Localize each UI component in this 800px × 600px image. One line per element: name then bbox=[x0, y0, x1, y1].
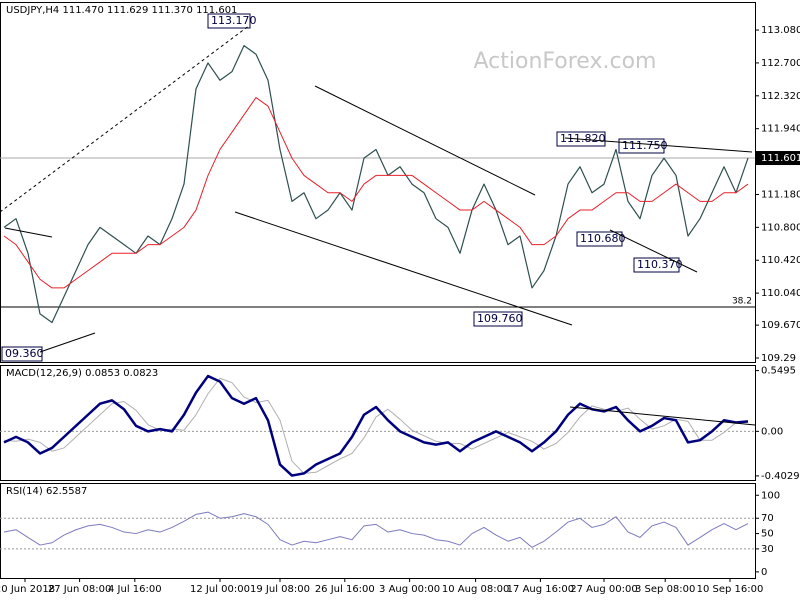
x-tick-label: 19 Jul 08:00 bbox=[250, 584, 310, 595]
x-tick-label: 20 Jun 2018 bbox=[0, 584, 55, 595]
y-tick-label: 112.320 bbox=[761, 91, 800, 102]
x-tick-label: 12 Jul 00:00 bbox=[190, 584, 250, 595]
annotation-box bbox=[1, 346, 43, 362]
annotation: 109.760 bbox=[477, 312, 523, 325]
trendline bbox=[564, 137, 753, 153]
trendlines bbox=[0, 24, 756, 426]
price-tag-label: 111.601 bbox=[761, 153, 800, 164]
fib-label: 38.2 bbox=[732, 296, 752, 306]
x-tick-label: 3 Aug 00:00 bbox=[379, 584, 440, 595]
y-tick-label: 0 bbox=[761, 567, 767, 578]
price-tag bbox=[755, 151, 800, 166]
y-tick-label: 70 bbox=[761, 513, 774, 524]
x-tick-label: 17 Aug 16:00 bbox=[507, 584, 574, 595]
y-tick-label: 109.670 bbox=[761, 320, 800, 331]
panel-title: RSI(14) 62.5587 bbox=[6, 486, 87, 497]
y-tick-label: 111.940 bbox=[761, 124, 800, 135]
annotation-box bbox=[473, 311, 523, 327]
panel bbox=[0, 483, 756, 579]
annotation: 09.360 bbox=[5, 347, 44, 360]
y-tick-label: 0.5495 bbox=[761, 366, 796, 377]
trendline bbox=[234, 211, 573, 326]
watermark: ActionForex.com bbox=[474, 49, 657, 74]
panel-title: USDJPY,H4 111.470 111.629 111.370 111.60… bbox=[6, 5, 237, 16]
annotation: 110.680 bbox=[580, 232, 626, 245]
y-tick-label: 100 bbox=[761, 490, 780, 501]
annotation-box bbox=[207, 13, 251, 29]
x-tick-label: 27 Aug 00:00 bbox=[570, 584, 637, 595]
x-tick-label: 10 Sep 16:00 bbox=[697, 584, 764, 595]
x-tick-label: 3 Sep 08:00 bbox=[635, 584, 695, 595]
panel-title: MACD(12,26,9) 0.0853 0.0823 bbox=[6, 368, 158, 379]
trendline bbox=[569, 406, 756, 426]
trendline bbox=[4, 227, 53, 238]
series-line bbox=[3, 97, 749, 289]
annotation: 113.170 bbox=[211, 14, 257, 27]
y-tick-label: 110.040 bbox=[761, 288, 800, 299]
y-tick-label: 111.180 bbox=[761, 189, 800, 200]
annotation-box bbox=[576, 231, 623, 247]
y-tick-label: 50 bbox=[761, 529, 774, 540]
annotation: 111.820 bbox=[560, 132, 606, 145]
y-tick-label: 30 bbox=[761, 544, 774, 555]
trendline bbox=[0, 24, 251, 213]
y-tick-label: 113.080 bbox=[761, 25, 800, 36]
y-tick-label: 110.800 bbox=[761, 222, 800, 233]
series-line bbox=[3, 45, 749, 324]
y-tick-label: 0.00 bbox=[761, 426, 783, 437]
y-tick-label: -0.4029 bbox=[761, 471, 800, 482]
trendline bbox=[609, 229, 698, 273]
series-line bbox=[3, 374, 749, 477]
y-tick-label: 110.420 bbox=[761, 255, 800, 266]
panel bbox=[0, 365, 756, 481]
series-line bbox=[3, 511, 749, 548]
trendline bbox=[314, 85, 536, 196]
x-tick-label: 26 Jul 16:00 bbox=[315, 584, 375, 595]
x-tick-label: 10 Aug 08:00 bbox=[442, 584, 509, 595]
annotation-box bbox=[633, 257, 680, 273]
trendline bbox=[39, 332, 96, 353]
y-tick-label: 112.700 bbox=[761, 58, 800, 69]
series-line bbox=[3, 377, 748, 474]
x-tick-label: 27 Jun 08:00 bbox=[48, 584, 112, 595]
y-tick-label: 109.29 bbox=[761, 353, 796, 364]
panel bbox=[0, 2, 756, 363]
annotation: 111.750 bbox=[622, 139, 668, 152]
x-tick-label: 4 Jul 16:00 bbox=[108, 584, 162, 595]
annotation: 110.370 bbox=[637, 258, 683, 271]
